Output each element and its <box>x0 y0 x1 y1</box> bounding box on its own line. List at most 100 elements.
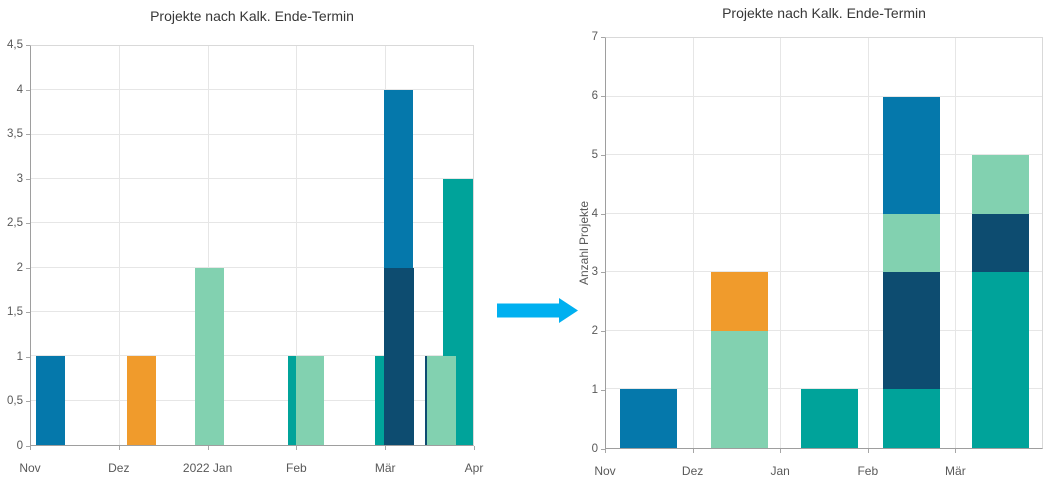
y-axis-tick <box>601 154 605 156</box>
plot-area <box>30 45 474 446</box>
y-axis-tick <box>26 267 30 269</box>
gridline <box>31 89 473 91</box>
x-tick-label: Feb <box>857 464 879 478</box>
gridline <box>606 329 1042 331</box>
y-axis-tick <box>26 312 30 314</box>
gridline <box>606 388 1042 390</box>
x-axis-tick <box>692 449 694 453</box>
x-tick-label: Mär <box>945 464 966 478</box>
y-tick-label: 1 <box>591 384 598 397</box>
y-axis-tick <box>601 390 605 392</box>
bar-segment <box>801 389 858 448</box>
x-axis-tick <box>118 446 120 450</box>
x-axis-tick <box>780 449 782 453</box>
gridline <box>31 133 473 135</box>
bar <box>195 267 224 445</box>
gridline <box>606 212 1042 214</box>
bar <box>296 356 324 445</box>
y-axis-tick <box>26 356 30 358</box>
y-axis-tick <box>26 178 30 180</box>
gridline <box>31 178 473 180</box>
y-tick-label: 3 <box>16 172 23 185</box>
bar-segment <box>711 330 768 448</box>
y-tick-label: 1 <box>16 350 23 363</box>
gridline <box>119 46 121 445</box>
gridline <box>867 38 869 448</box>
y-tick-label: 1,5 <box>7 306 23 319</box>
bar-segment <box>972 272 1029 448</box>
y-tick-label: 4,5 <box>7 39 23 51</box>
chart-title: Projekte nach Kalk. Ende-Termin <box>722 5 926 21</box>
y-axis-tick <box>26 89 30 91</box>
bar-segment <box>972 213 1029 273</box>
gridline <box>31 222 473 224</box>
x-axis-tick <box>867 449 869 453</box>
bar-segment <box>883 96 940 214</box>
x-axis-tick <box>474 446 475 450</box>
y-tick-label: 2 <box>591 325 598 338</box>
x-tick-label: Feb <box>286 461 307 475</box>
y-tick-label: 0,5 <box>7 395 23 408</box>
bar-segment <box>711 272 768 331</box>
transform-arrow-icon <box>497 298 578 323</box>
bar-segment <box>883 389 940 448</box>
x-axis-tick <box>296 446 298 450</box>
x-tick-label: Dez <box>681 464 704 478</box>
y-axis-tick <box>26 401 30 403</box>
gridline <box>606 271 1042 273</box>
y-axis-tick <box>601 449 605 450</box>
gridline <box>693 38 695 448</box>
gridline <box>296 46 298 445</box>
gridline <box>31 311 473 313</box>
bar <box>427 356 456 445</box>
x-axis-tick <box>30 446 31 450</box>
x-axis-tick <box>605 449 606 453</box>
y-tick-label: 7 <box>591 31 598 43</box>
gridline <box>207 46 209 445</box>
bar <box>36 356 65 445</box>
x-tick-label: Nov <box>19 461 41 475</box>
y-axis-tick <box>26 45 30 46</box>
bar <box>384 267 414 445</box>
gridline <box>31 266 473 268</box>
y-axis-tick <box>26 446 30 447</box>
gridline <box>954 38 956 448</box>
bar-segment <box>972 155 1029 214</box>
bar-segment <box>883 272 940 390</box>
y-axis-tick <box>601 37 605 38</box>
bar-segment <box>620 389 677 448</box>
x-axis-tick <box>385 446 387 450</box>
x-tick-label: Dez <box>108 461 130 475</box>
x-tick-label: 2022 Jan <box>182 461 233 475</box>
y-tick-label: 6 <box>591 89 598 102</box>
gridline <box>780 38 782 448</box>
x-tick-label: Mär <box>374 461 396 475</box>
bar-segment <box>883 213 940 273</box>
y-tick-label: 3 <box>591 266 598 279</box>
y-axis-tick <box>26 134 30 136</box>
x-axis-tick <box>955 449 957 453</box>
x-tick-label: Jan <box>770 464 790 478</box>
y-tick-label: 4 <box>591 207 598 220</box>
bar <box>127 356 156 445</box>
y-axis-tick <box>601 272 605 274</box>
y-tick-label: 2 <box>16 261 23 274</box>
y-tick-label: 5 <box>591 148 598 161</box>
x-axis-tick <box>207 446 209 450</box>
y-axis-tick <box>601 95 605 97</box>
y-axis-tick <box>26 223 30 225</box>
x-tick-label: Apr <box>464 461 484 475</box>
gridline <box>606 154 1042 156</box>
y-tick-label: 4 <box>16 83 23 96</box>
plot-area <box>605 37 1043 449</box>
y-axis-tick <box>601 213 605 215</box>
chart-title: Projekte nach Kalk. Ende-Termin <box>150 8 354 24</box>
y-axis-tick <box>601 331 605 333</box>
gridline <box>606 95 1042 97</box>
y-tick-label: 2,5 <box>7 217 23 230</box>
gridline <box>31 355 473 357</box>
x-tick-label: Nov <box>594 464 616 478</box>
